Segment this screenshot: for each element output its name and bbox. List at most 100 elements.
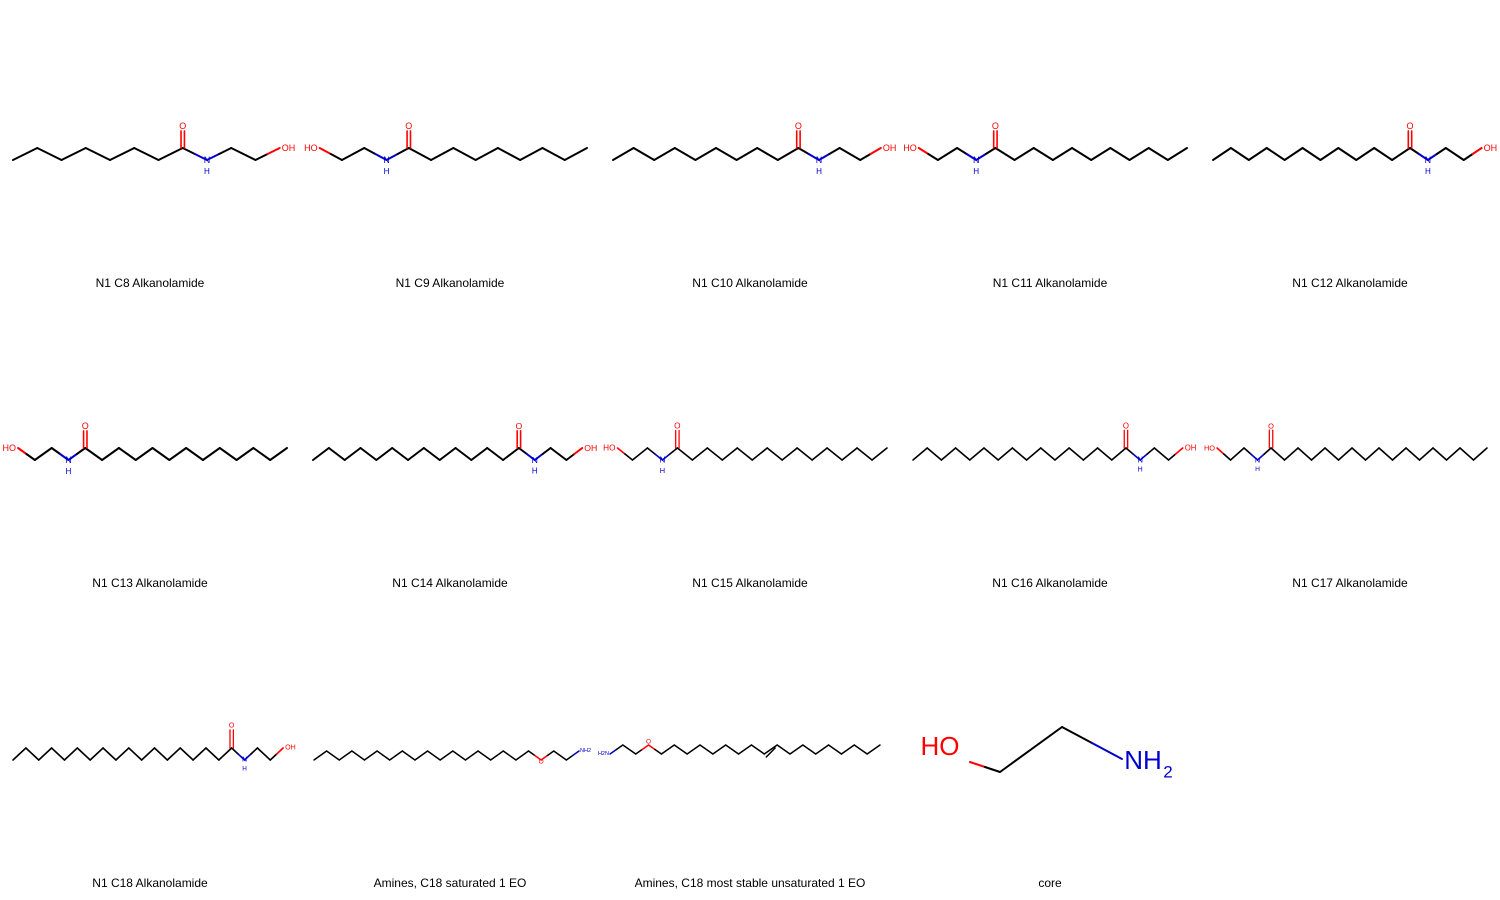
atom-label: HO [3, 443, 17, 453]
atom-label: O [646, 739, 651, 746]
bond [153, 747, 169, 761]
bond [1212, 147, 1232, 161]
atom-label: N [973, 155, 980, 165]
bond [1091, 742, 1123, 760]
bond [1283, 447, 1299, 461]
bond [179, 747, 194, 761]
bond [797, 147, 810, 155]
bond [840, 744, 856, 755]
bond [1132, 453, 1141, 461]
atom-label: N [242, 757, 247, 764]
bond [50, 447, 62, 455]
bond [1351, 447, 1367, 461]
bond [1174, 447, 1184, 455]
atom-label: O [516, 421, 523, 431]
bond [968, 447, 985, 461]
bond [1011, 447, 1028, 461]
bond [735, 147, 759, 161]
bond [477, 750, 492, 761]
bond [1256, 453, 1266, 461]
bond [1247, 147, 1268, 161]
molecule-legend: Amines, C18 most stable unsaturated 1 EO [634, 876, 866, 890]
bond [853, 744, 868, 755]
bond [470, 447, 489, 461]
bond [1068, 447, 1085, 461]
bond [235, 447, 255, 461]
bond [438, 447, 457, 461]
bond [818, 153, 831, 161]
bond [140, 747, 156, 761]
bond [193, 153, 208, 161]
bond [686, 744, 701, 755]
bond [789, 744, 804, 755]
bond [266, 147, 281, 155]
bond [439, 750, 454, 761]
bond [765, 747, 776, 758]
bond [999, 726, 1063, 773]
bond [869, 147, 882, 155]
bond [205, 153, 221, 161]
molecule-cell: O H N OH N1 C12 Alkanolamide [1200, 0, 1500, 300]
bond [63, 747, 79, 761]
bond [59, 453, 70, 461]
bond [486, 447, 505, 461]
bond [814, 744, 830, 755]
bond [1418, 447, 1434, 461]
bond [827, 744, 843, 755]
bond [1229, 447, 1245, 461]
bond [1355, 147, 1376, 161]
atom-label: HO [921, 731, 960, 761]
atom-label: OH [282, 143, 296, 153]
bond [50, 747, 66, 761]
molecule-cell: HO H N O N1 C13 Alkanolamide [0, 300, 300, 600]
bond [515, 750, 530, 761]
molecule-structure: HO HN O [1204, 422, 1488, 473]
bond [525, 453, 536, 461]
bond [25, 453, 36, 461]
bond [1472, 447, 1488, 461]
bond [540, 754, 549, 761]
bond [464, 750, 479, 761]
bond [1090, 147, 1112, 161]
bond [1054, 447, 1070, 461]
molecule-legend: N1 C13 Alkanolamide [92, 576, 208, 590]
bond [1082, 447, 1099, 461]
bond [327, 447, 346, 461]
atom-label: H [660, 466, 665, 475]
bond [654, 453, 664, 461]
atom-label: H [973, 167, 979, 176]
molecule-cell: O NH2 Amines, C18 saturated 1 EO [300, 600, 600, 900]
molecule-legend: N1 C8 Alkanolamide [95, 276, 205, 290]
atom-label: H [242, 765, 247, 772]
bond [517, 447, 528, 455]
bond [275, 747, 284, 755]
atom-label: 2 [1163, 763, 1172, 782]
bond [1426, 153, 1438, 161]
bond [60, 147, 87, 161]
molecule-cell: O H N OH N1 C14 Alkanolamide [300, 300, 600, 600]
bond [84, 447, 104, 461]
bond [1373, 147, 1394, 161]
bond [1025, 447, 1042, 461]
molecule-cell: O H N OH N1 C18 Alkanolamide [0, 600, 300, 900]
atom-label: H2N [598, 751, 609, 757]
atom-label: OH [285, 745, 296, 752]
bond [252, 447, 272, 461]
bond [756, 147, 779, 161]
bond [1061, 726, 1093, 744]
bond [1039, 447, 1056, 461]
bond [565, 453, 576, 461]
bond [36, 147, 63, 161]
bond [796, 447, 813, 461]
bond [1109, 147, 1131, 161]
atom-label: HO [304, 143, 318, 153]
atom-label: OH [1185, 444, 1197, 453]
bond [1167, 453, 1177, 461]
bond [654, 748, 663, 755]
bond [237, 753, 246, 761]
bond [396, 147, 410, 155]
bond [1337, 447, 1353, 461]
molecule-cell: HO H N O N1 C11 Alkanolamide [900, 0, 1200, 300]
bond [407, 147, 433, 161]
